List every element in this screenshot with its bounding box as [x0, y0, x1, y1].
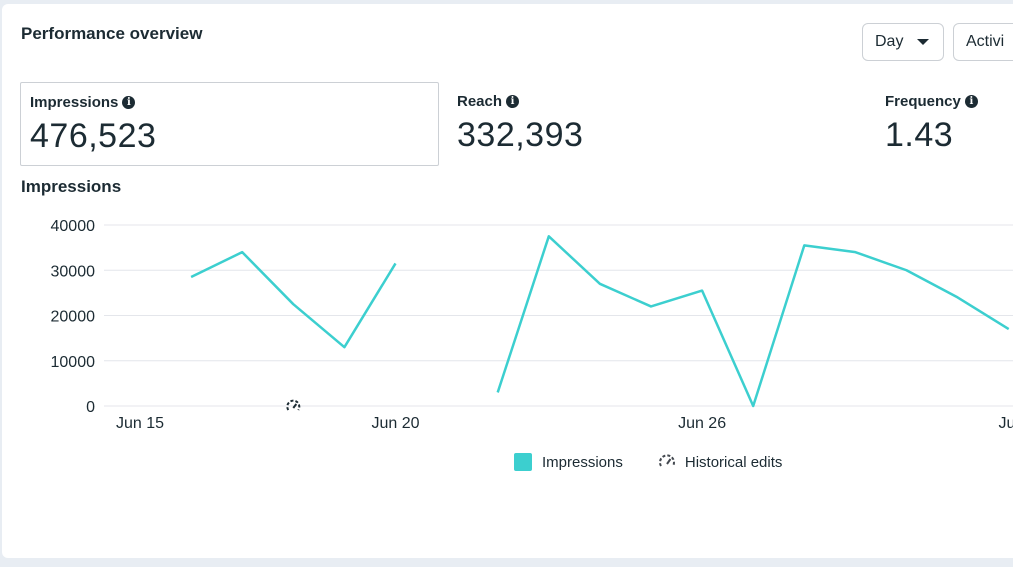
- metric-value: 332,393: [457, 116, 584, 154]
- caret-down-icon: [917, 39, 930, 45]
- historical-edits-icon: [658, 454, 675, 467]
- day-dropdown-label: Day: [875, 33, 904, 50]
- legend-item-impressions[interactable]: Impressions: [514, 453, 623, 471]
- activity-button-label: Activi: [966, 33, 1005, 50]
- metric-value: 476,523: [30, 117, 157, 155]
- x-tick-label: Jul: [998, 415, 1013, 432]
- x-tick-label: Jun 26: [678, 415, 726, 432]
- chart-legend: Impressions Historical edits: [514, 452, 816, 472]
- historical-edits-needle: [292, 403, 298, 409]
- metric-label: Reach: [457, 93, 503, 110]
- x-tick-label: Jun 20: [371, 415, 419, 432]
- info-icon[interactable]: i: [506, 95, 520, 108]
- legend-item-historical[interactable]: Historical edits: [657, 452, 783, 472]
- historical-edit-marker[interactable]: [286, 399, 301, 411]
- metric-label: Frequency: [885, 93, 961, 110]
- impressions-swatch-icon: [514, 453, 532, 471]
- info-icon[interactable]: i: [964, 95, 978, 108]
- metric-reach[interactable]: Reach i 332,393: [448, 82, 858, 166]
- metric-value: 1.43: [885, 116, 954, 154]
- page-title: Performance overview: [21, 24, 203, 43]
- chart-grid: [104, 224, 1013, 407]
- info-icon[interactable]: i: [122, 96, 136, 109]
- y-tick-label: 30000: [51, 263, 96, 280]
- activity-button[interactable]: Activi: [953, 23, 1013, 61]
- y-axis: 0 10000 20000 30000 40000: [51, 218, 96, 416]
- y-tick-label: 10000: [51, 354, 96, 371]
- y-tick-label: 20000: [51, 309, 96, 326]
- chart-title: Impressions: [21, 177, 122, 196]
- y-tick-label: 0: [86, 399, 95, 416]
- legend-label: Impressions: [542, 453, 623, 471]
- series-impressions: [190, 235, 1010, 408]
- y-tick-label: 40000: [51, 218, 96, 235]
- day-dropdown[interactable]: Day: [862, 23, 944, 61]
- historical-edits-icon: [286, 399, 301, 411]
- metric-impressions[interactable]: Impressions i 476,523: [20, 82, 439, 166]
- series-line: [496, 235, 1010, 408]
- metric-label: Impressions: [30, 94, 119, 111]
- series-line: [190, 250, 397, 349]
- impressions-chart: 0 10000 20000 30000 40000 Jun 15 Jun 20 Jun 26…: [51, 218, 1013, 432]
- legend-label: Historical edits: [684, 453, 783, 471]
- metric-frequency[interactable]: Frequency i 1.43: [876, 82, 1013, 166]
- x-tick-label: Jun 15: [116, 415, 164, 432]
- x-axis: Jun 15 Jun 20 Jun 26 Jul: [116, 415, 1013, 432]
